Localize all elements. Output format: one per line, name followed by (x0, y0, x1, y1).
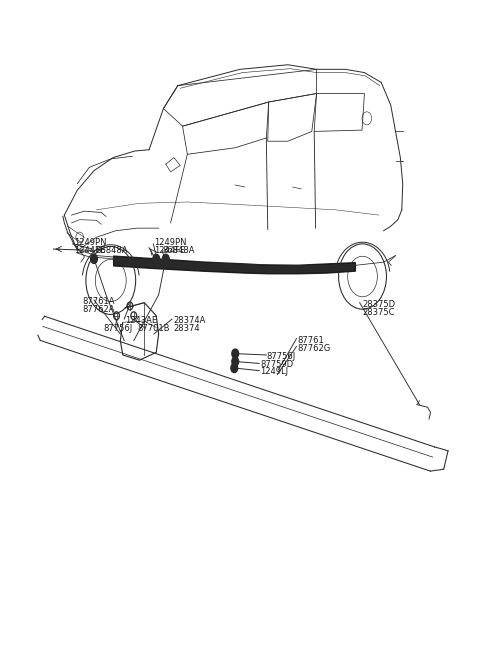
Text: 86848A: 86848A (95, 246, 128, 255)
Text: 28375C: 28375C (362, 308, 395, 317)
Text: 87761: 87761 (298, 336, 324, 345)
Text: 1249LJ: 1249LJ (261, 367, 288, 377)
Text: 87761A: 87761A (82, 297, 115, 306)
Text: 1249PN: 1249PN (154, 238, 186, 247)
Text: 28375D: 28375D (362, 300, 395, 309)
Text: 1244FE: 1244FE (154, 246, 185, 255)
Text: 87701B: 87701B (137, 324, 169, 333)
Text: 1244FE: 1244FE (74, 246, 105, 255)
Circle shape (91, 254, 97, 263)
Text: 87756J: 87756J (266, 352, 296, 361)
Text: 87759D: 87759D (261, 360, 294, 369)
Text: 87756J: 87756J (104, 324, 133, 333)
Circle shape (153, 254, 159, 263)
Text: 86848A: 86848A (162, 246, 195, 255)
Circle shape (231, 364, 238, 373)
Circle shape (162, 254, 169, 263)
Circle shape (232, 357, 239, 366)
Text: 87762A: 87762A (82, 305, 115, 314)
Text: 1243AE: 1243AE (125, 316, 157, 326)
Text: 1249PN: 1249PN (74, 238, 107, 247)
Text: 87762G: 87762G (298, 344, 331, 353)
Text: 28374: 28374 (173, 324, 200, 333)
Text: 28374A: 28374A (173, 316, 205, 326)
Circle shape (232, 349, 239, 358)
